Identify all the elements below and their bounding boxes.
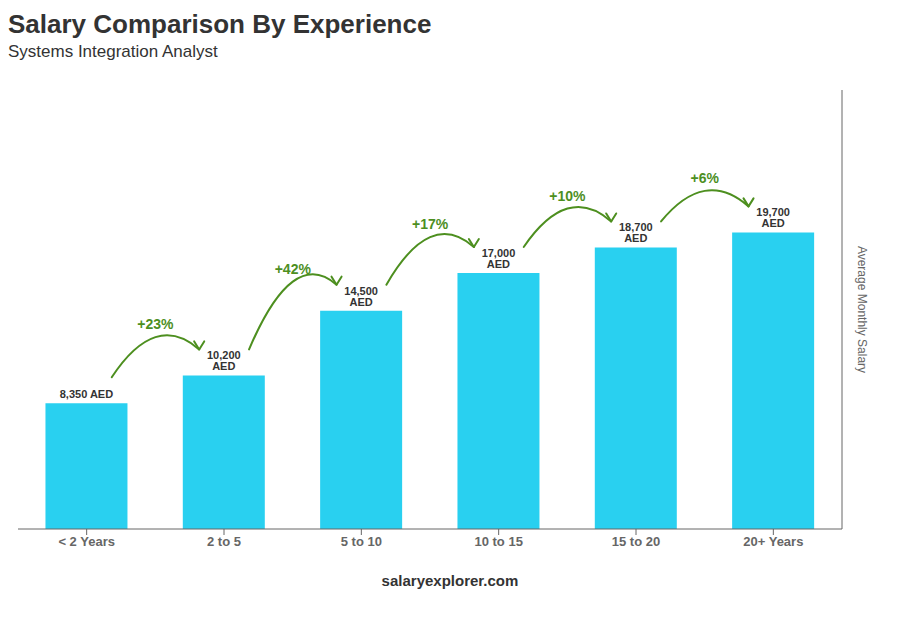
svg-text:+42%: +42% [275,261,312,277]
svg-text:5 to 10: 5 to 10 [341,534,382,549]
svg-text:+10%: +10% [549,188,586,204]
svg-text:+17%: +17% [412,216,449,232]
svg-text:19,700AED: 19,700AED [756,206,790,229]
html-text:salaryexplorer.com: salaryexplorer.com [381,572,519,589]
svg-text:10,200AED: 10,200AED [207,349,241,372]
svg-text:+6%: +6% [691,170,720,186]
svg-text:Average Monthly Salary: Average Monthly Salary [855,246,869,373]
svg-text:17,000AED: 17,000AED [482,247,516,270]
svg-text:+23%: +23% [137,316,174,332]
svg-text:8,350 AED: 8,350 AED [60,388,113,400]
svg-text:15 to 20: 15 to 20 [612,534,660,549]
html-text:Salary Comparison By Experienc: Salary Comparison By Experience [8,9,432,39]
svg-text:20+ Years: 20+ Years [743,534,803,549]
svg-text:< 2 Years: < 2 Years [58,534,115,549]
svg-text:18,700AED: 18,700AED [619,221,653,244]
html-text:Systems Integration Analyst: Systems Integration Analyst [8,42,218,61]
svg-text:14,500AED: 14,500AED [344,285,378,308]
svg-text:2 to 5: 2 to 5 [207,534,241,549]
svg-text:10 to 15: 10 to 15 [474,534,522,549]
